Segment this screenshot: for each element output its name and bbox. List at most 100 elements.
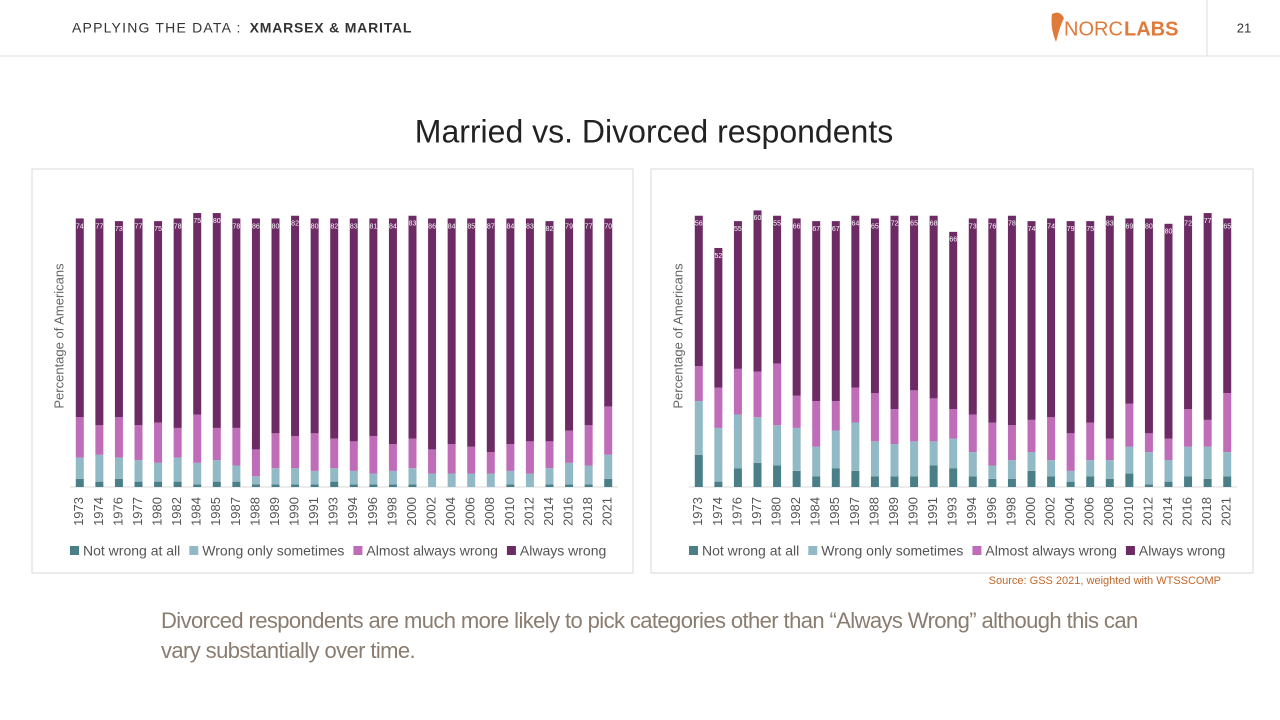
x-tick-label: 1993 [326, 497, 341, 526]
bar-segment [1047, 417, 1056, 461]
bar-segment [506, 484, 515, 487]
legend-swatch [1125, 546, 1135, 555]
x-tick-label: 1994 [345, 497, 360, 526]
bar-segment [291, 435, 300, 469]
bar-segment [1223, 452, 1232, 477]
bar-segment [714, 387, 723, 428]
data-label: 65 [910, 221, 918, 228]
bar-segment [232, 218, 241, 428]
x-tick-label: 2000 [404, 497, 419, 526]
data-label: 86 [428, 223, 436, 230]
x-tick-label: 2004 [1062, 497, 1077, 526]
bar-segment [193, 484, 202, 487]
bar-segment [251, 218, 260, 450]
bar-segment [232, 465, 241, 482]
bar-segment [525, 441, 534, 474]
bar-segment [1007, 215, 1016, 426]
chart-frame [650, 168, 1254, 574]
x-tick-label: 2016 [561, 497, 576, 526]
data-label: 75 [154, 226, 162, 233]
x-tick-label: 1973 [690, 497, 705, 526]
bar-segment [212, 427, 221, 461]
legend-swatch [689, 546, 698, 555]
bar-segment [271, 218, 280, 434]
data-label: 65 [1223, 223, 1231, 230]
logo-text-bold: LABS [1124, 18, 1178, 40]
bar-segment [792, 427, 801, 471]
data-label: 67 [812, 226, 820, 233]
bar-segment [428, 473, 437, 487]
bar-segment [773, 363, 782, 426]
bar-segment [1105, 215, 1114, 439]
bar-segment [369, 473, 378, 485]
data-label: 70 [604, 223, 612, 230]
bar-segment [467, 473, 476, 487]
header-topic: XMARSEX & MARITAL [250, 20, 413, 36]
x-tick-label: 1998 [384, 497, 399, 526]
x-tick-label: 2012 [521, 497, 536, 526]
bar-segment [604, 406, 613, 455]
bar-segment [173, 218, 182, 428]
bar-segment [310, 484, 319, 487]
x-tick-label: 1989 [267, 497, 282, 526]
x-tick-label: 2021 [1219, 497, 1234, 526]
legend-label: Almost always wrong [985, 543, 1117, 559]
x-tick-label: 1985 [827, 497, 842, 526]
bar-segment [134, 481, 143, 487]
bar-segment [271, 468, 280, 485]
bar-segment [1066, 470, 1075, 482]
bar-segment [1125, 446, 1134, 474]
bar-segment [349, 484, 358, 487]
data-label: 78 [174, 223, 182, 230]
x-tick-label: 1982 [169, 497, 184, 526]
source: Source: GSS 2021, weighted with WTSSCOMP [989, 575, 1221, 587]
x-tick-label: 2010 [1121, 497, 1136, 526]
bar-segment [134, 218, 143, 426]
bar-segment [95, 454, 104, 482]
bar-segment [291, 215, 300, 436]
bar-segment [851, 422, 860, 471]
bar-segment [486, 473, 495, 487]
bar-segment [565, 430, 574, 463]
bar-segment [95, 425, 104, 455]
bar-segment [232, 481, 241, 487]
legend-label: Not wrong at all [702, 543, 799, 559]
bar-segment [173, 427, 182, 458]
x-tick-label: 2004 [443, 497, 458, 526]
bar-segment [1125, 473, 1134, 487]
bar-segment [330, 218, 339, 439]
bar-segment [1203, 446, 1212, 479]
bar-segment [506, 470, 515, 485]
bar-segment [193, 213, 202, 415]
x-tick-label: 2018 [1199, 497, 1214, 526]
data-label: 82 [546, 226, 554, 233]
data-label: 74 [76, 223, 84, 230]
bar-segment [870, 441, 879, 477]
bar-segment [1164, 460, 1173, 482]
bar-segment [604, 454, 613, 479]
y-axis-label: Percentage of Americans [51, 263, 66, 409]
bar-segment [831, 468, 840, 487]
bar-segment [1203, 419, 1212, 447]
note: Divorced respondents are much more likel… [161, 608, 1138, 663]
x-tick-label: 1991 [925, 497, 940, 526]
x-tick-label: 2016 [1180, 497, 1195, 526]
bar-segment [408, 468, 417, 485]
bar-segment [1164, 481, 1173, 487]
bar-segment [545, 441, 554, 469]
bar-segment [1203, 478, 1212, 487]
bar-segment [154, 221, 163, 423]
bar-segment [486, 452, 495, 474]
chart-frame [31, 168, 634, 574]
bar-segment [870, 393, 879, 442]
bar-segment [525, 473, 534, 487]
bar-segment [251, 476, 260, 485]
bar-segment [330, 468, 339, 482]
bar-segment [733, 468, 742, 487]
bar-segment [506, 444, 515, 471]
data-label: 69 [1125, 223, 1133, 230]
bar-segment [114, 221, 123, 418]
bar-segment [1066, 221, 1075, 434]
bar-segment [447, 218, 456, 445]
